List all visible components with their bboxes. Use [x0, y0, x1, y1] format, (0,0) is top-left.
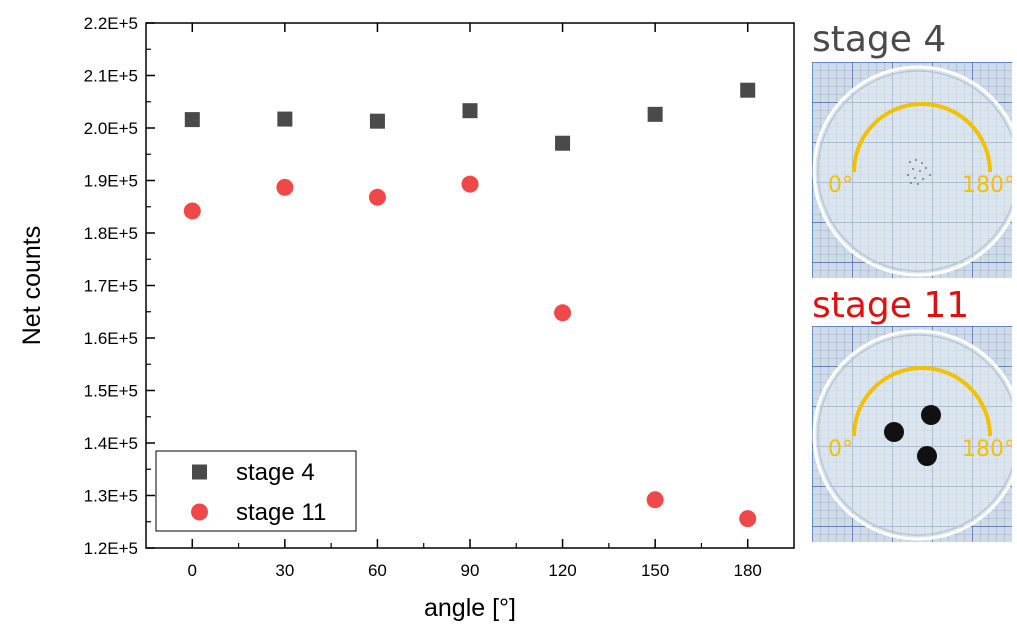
y-tick-label: 1.3E+5 — [84, 487, 138, 506]
panel-title-stage-4: stage 4 — [812, 19, 947, 60]
angle-arc — [852, 102, 992, 173]
y-tick-label: 2.1E+5 — [84, 67, 138, 86]
data-point-stage-11 — [183, 202, 201, 220]
y-tick-label: 1.9E+5 — [84, 172, 138, 191]
x-axis-label: angle [°] — [424, 594, 516, 622]
data-point-stage-11 — [276, 178, 294, 196]
angle-end-label: 180° — [962, 437, 1012, 462]
sample-photo-stage-4: 0° 180° — [812, 62, 1012, 278]
data-point-stage-11 — [554, 304, 572, 322]
legend-marker-stage-11 — [191, 503, 208, 521]
angle-end-label: 180° — [962, 173, 1012, 198]
angle-arc — [852, 366, 992, 437]
y-tick-label: 1.6E+5 — [84, 329, 138, 348]
x-tick-label: 0 — [188, 561, 197, 580]
particle — [884, 422, 904, 442]
y-tick-label: 1.8E+5 — [84, 224, 138, 243]
x-tick-label: 90 — [461, 561, 480, 580]
legend-label: stage 11 — [236, 499, 326, 526]
particle — [921, 405, 941, 425]
data-point-stage-4 — [369, 113, 385, 129]
data-point-stage-11 — [461, 175, 479, 193]
data-point-stage-4 — [647, 106, 663, 122]
data-point-stage-11 — [646, 491, 664, 509]
x-tick-label: 150 — [641, 561, 669, 580]
data-point-stage-11 — [368, 188, 386, 206]
x-tick-label: 60 — [368, 561, 387, 580]
data-point-stage-4 — [555, 135, 571, 151]
x-tick-label: 180 — [734, 561, 762, 580]
data-point-stage-4 — [184, 112, 200, 128]
y-axis-label: Net counts — [18, 226, 46, 346]
data-point-stage-4 — [462, 103, 478, 119]
y-tick-label: 1.7E+5 — [84, 277, 138, 296]
particle — [917, 446, 937, 466]
y-tick-label: 2.2E+5 — [84, 14, 138, 33]
y-tick-label: 2.0E+5 — [84, 119, 138, 138]
data-point-stage-4 — [277, 111, 293, 127]
legend-label: stage 4 — [236, 459, 315, 486]
plot-layer: 1.2E+5 1.3E+5 1.4E+5 1.5E+5 1.6E+5 1.7E+5 1.8E… — [18, 14, 795, 622]
x-tick-label: 120 — [548, 561, 576, 580]
x-tick-label: 30 — [275, 561, 294, 580]
data-point-stage-4 — [740, 82, 756, 98]
scatter-chart: 1.2E+5 1.3E+5 1.4E+5 1.5E+5 1.6E+5 1.7E+5 1.8E… — [18, 14, 795, 622]
y-tick-label: 1.2E+5 — [84, 539, 138, 558]
panel-title-stage-11: stage 11 — [812, 285, 970, 326]
data-point-stage-11 — [739, 510, 757, 528]
angle-start-label: 0° — [828, 437, 853, 462]
y-tick-label: 1.4E+5 — [84, 434, 138, 453]
legend-box — [155, 450, 357, 532]
y-tick-label: 1.5E+5 — [84, 382, 138, 401]
legend-marker-stage-4 — [192, 464, 207, 480]
angle-start-label: 0° — [828, 173, 853, 198]
sample-photo-stage-11: 0° 180° — [812, 326, 1012, 542]
